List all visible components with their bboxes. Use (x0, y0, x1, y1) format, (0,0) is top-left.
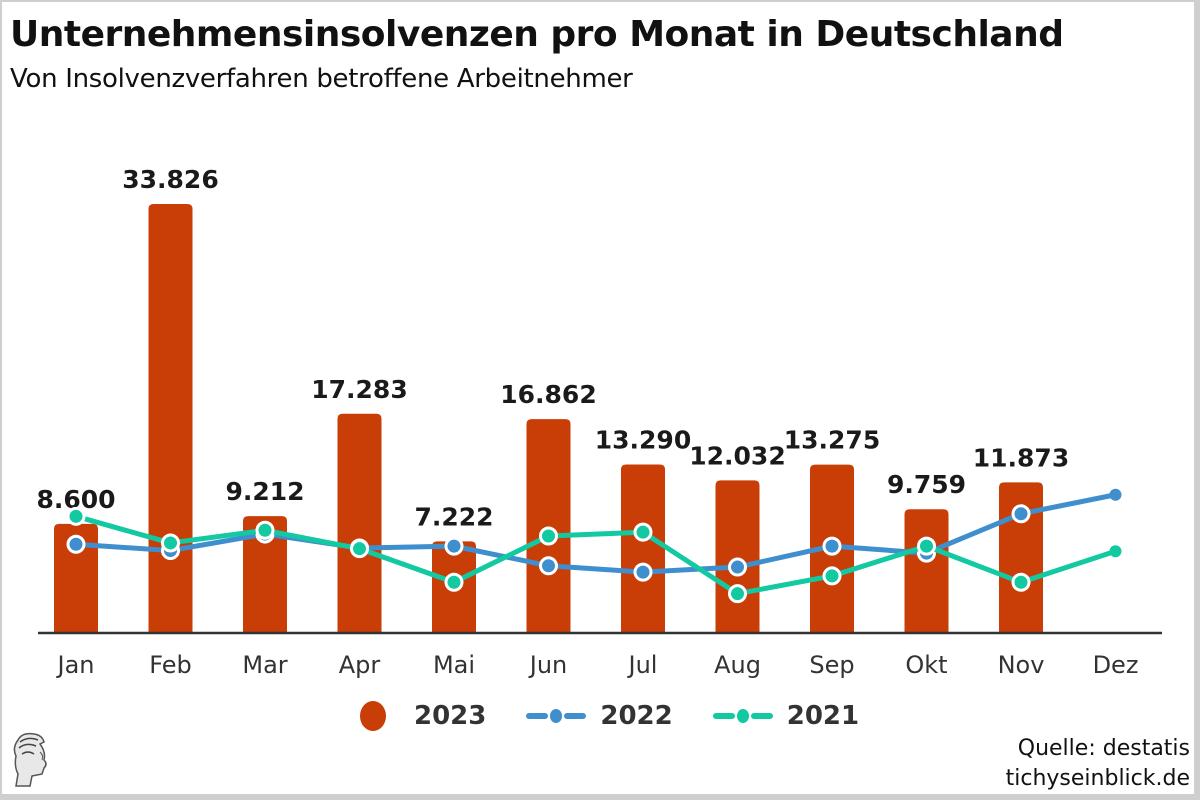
legend-label: 2022 (600, 701, 673, 731)
point-2021-nov (1011, 572, 1031, 592)
legend-item-2023: 2023 (360, 701, 486, 731)
point-2021-apr (350, 539, 369, 559)
bar-apr (337, 413, 382, 633)
point-2022-nov (1011, 504, 1031, 524)
x-tick-nov: Nov (998, 651, 1045, 679)
line-2021 (73, 513, 1118, 597)
x-tick-sep: Sep (809, 651, 854, 679)
legend-item-2022: 2022 (526, 701, 673, 731)
hermes-head-logo-icon (13, 732, 47, 787)
bar-label-aug: 12.032 (689, 441, 785, 470)
bar-feb (148, 204, 193, 633)
point-2022-dez (1109, 488, 1122, 501)
x-tick-jun: Jun (528, 651, 568, 679)
x-tick-dez: Dez (1093, 651, 1139, 679)
bar-label-mai: 7.222 (414, 502, 493, 531)
point-2021-jul (633, 522, 653, 542)
bar-label-jun: 16.862 (500, 380, 596, 409)
x-tick-feb: Feb (149, 651, 192, 679)
point-2022-jul (633, 562, 653, 582)
chart-title: Unternehmensinsolvenzen pro Monat in Deu… (10, 14, 1064, 55)
point-2021-sep (822, 566, 842, 586)
x-tick-jul: Jul (627, 651, 658, 679)
x-tick-mar: Mar (242, 651, 287, 679)
bar-label-okt: 9.759 (887, 470, 966, 499)
x-tick-jan: Jan (56, 651, 95, 679)
legend-marker-2023 (360, 701, 386, 731)
point-2021-jan (66, 506, 86, 526)
bar-label-sep: 13.275 (784, 426, 880, 455)
x-tick-okt: Okt (905, 651, 947, 679)
point-2022-sep (822, 536, 842, 556)
x-tick-labels: Jan Feb Mar Apr Mai Jun Jul Aug Sep Okt Nov Dez (56, 651, 1139, 679)
bar-okt (904, 509, 949, 633)
point-2021-aug (728, 584, 747, 604)
x-tick-aug: Aug (714, 651, 761, 679)
legend-label: 2023 (414, 701, 487, 731)
bars-2023 (54, 204, 1043, 633)
lines (66, 488, 1122, 604)
point-2021-jun (539, 526, 558, 546)
x-tick-mai: Mai (433, 651, 475, 679)
point-2022-mai (444, 536, 464, 556)
point-2021-dez (1109, 545, 1122, 558)
line-series-2021 (66, 506, 1122, 604)
bar-label-feb: 33.826 (122, 165, 218, 194)
bar-label-jul: 13.290 (595, 425, 691, 454)
bar-labels-2023: 8.60033.8269.21217.2837.22216.86213.2901… (36, 165, 1069, 531)
point-2022-aug (728, 557, 747, 577)
bar-jun (526, 419, 571, 633)
bar-label-nov: 11.873 (973, 443, 1069, 472)
bar-jul (621, 464, 665, 633)
source-credit: Quelle: destatis tichyseinblick.de (1006, 734, 1190, 794)
bar-mar (243, 516, 287, 633)
point-2021-feb (161, 533, 180, 553)
legend-item-2021: 2021 (712, 701, 860, 731)
x-tick-apr: Apr (339, 651, 381, 679)
point-2021-mai (444, 572, 464, 592)
bar-jan (54, 523, 98, 633)
legend-marker-2021 (712, 709, 773, 723)
bar-label-mar: 9.212 (225, 477, 304, 506)
legend-marker-2022 (526, 709, 587, 723)
point-2022-jun (539, 556, 558, 576)
point-2021-mar (255, 520, 275, 540)
bar-aug (715, 480, 760, 633)
line-2022 (73, 492, 1118, 575)
bar-label-apr: 17.283 (311, 375, 407, 404)
site-label: tichyseinblick.de (1005, 766, 1190, 791)
point-2021-okt (917, 536, 936, 556)
source-label: Quelle: destatis (1017, 736, 1190, 761)
point-2022-jan (66, 534, 86, 554)
chart-subtitle: Von Insolvenzverfahren betroffene Arbeit… (10, 64, 633, 94)
legend: 2023 2022 2021 (360, 698, 899, 734)
legend-label: 2021 (786, 701, 860, 731)
